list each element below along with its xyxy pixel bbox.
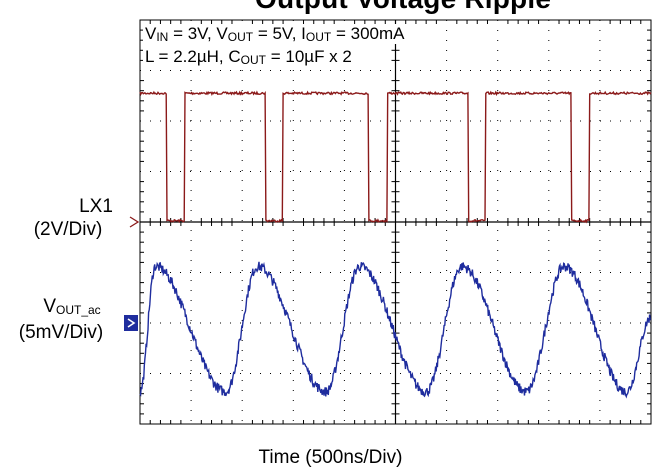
- lx1-trace: [139, 90, 652, 224]
- lx1-scale-label: (2V/Div): [33, 219, 103, 240]
- vout-reference-marker-arrow: [127, 318, 136, 328]
- test-conditions-line-1: VIN = 3V, VOUT = 5V, IOUT = 300mA: [143, 24, 407, 44]
- vout-reference-marker: [124, 315, 138, 331]
- test-conditions-line-2: L = 2.2µH, COUT = 10µF x 2: [143, 47, 354, 67]
- chart-title: Output Voltage Ripple: [255, 0, 551, 15]
- vout-ac-trace: [139, 261, 651, 399]
- vout-channel-label: VOUT_ac: [43, 296, 101, 317]
- lx1-reference-marker: [129, 216, 140, 228]
- x-axis-label: Time (500ns/Div): [258, 447, 403, 468]
- lx1-channel-label: LX1: [79, 196, 113, 217]
- scope-grid: [139, 19, 652, 425]
- vout-scale-label: (5mV/Div): [18, 322, 104, 343]
